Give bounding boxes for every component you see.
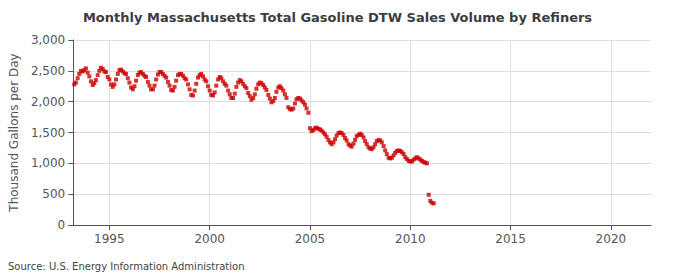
- svg-text:2010: 2010: [395, 232, 426, 246]
- svg-text:2,500: 2,500: [31, 64, 65, 78]
- svg-text:2015: 2015: [495, 232, 526, 246]
- svg-text:2020: 2020: [596, 232, 627, 246]
- svg-text:Thousand Gallons per Day: Thousand Gallons per Day: [7, 53, 21, 212]
- svg-text:500: 500: [42, 187, 65, 201]
- svg-text:1,000: 1,000: [31, 156, 65, 170]
- svg-text:Source: U.S. Energy Informatio: Source: U.S. Energy Information Administ…: [8, 261, 245, 272]
- svg-text:2005: 2005: [295, 232, 326, 246]
- svg-text:2,000: 2,000: [31, 95, 65, 109]
- svg-text:2000: 2000: [194, 232, 225, 246]
- svg-text:Monthly Massachusetts Total Ga: Monthly Massachusetts Total Gasoline DTW…: [83, 10, 592, 25]
- svg-text:1995: 1995: [94, 232, 125, 246]
- svg-text:3,000: 3,000: [31, 33, 65, 47]
- svg-text:0: 0: [58, 218, 66, 232]
- svg-text:1,500: 1,500: [31, 126, 65, 140]
